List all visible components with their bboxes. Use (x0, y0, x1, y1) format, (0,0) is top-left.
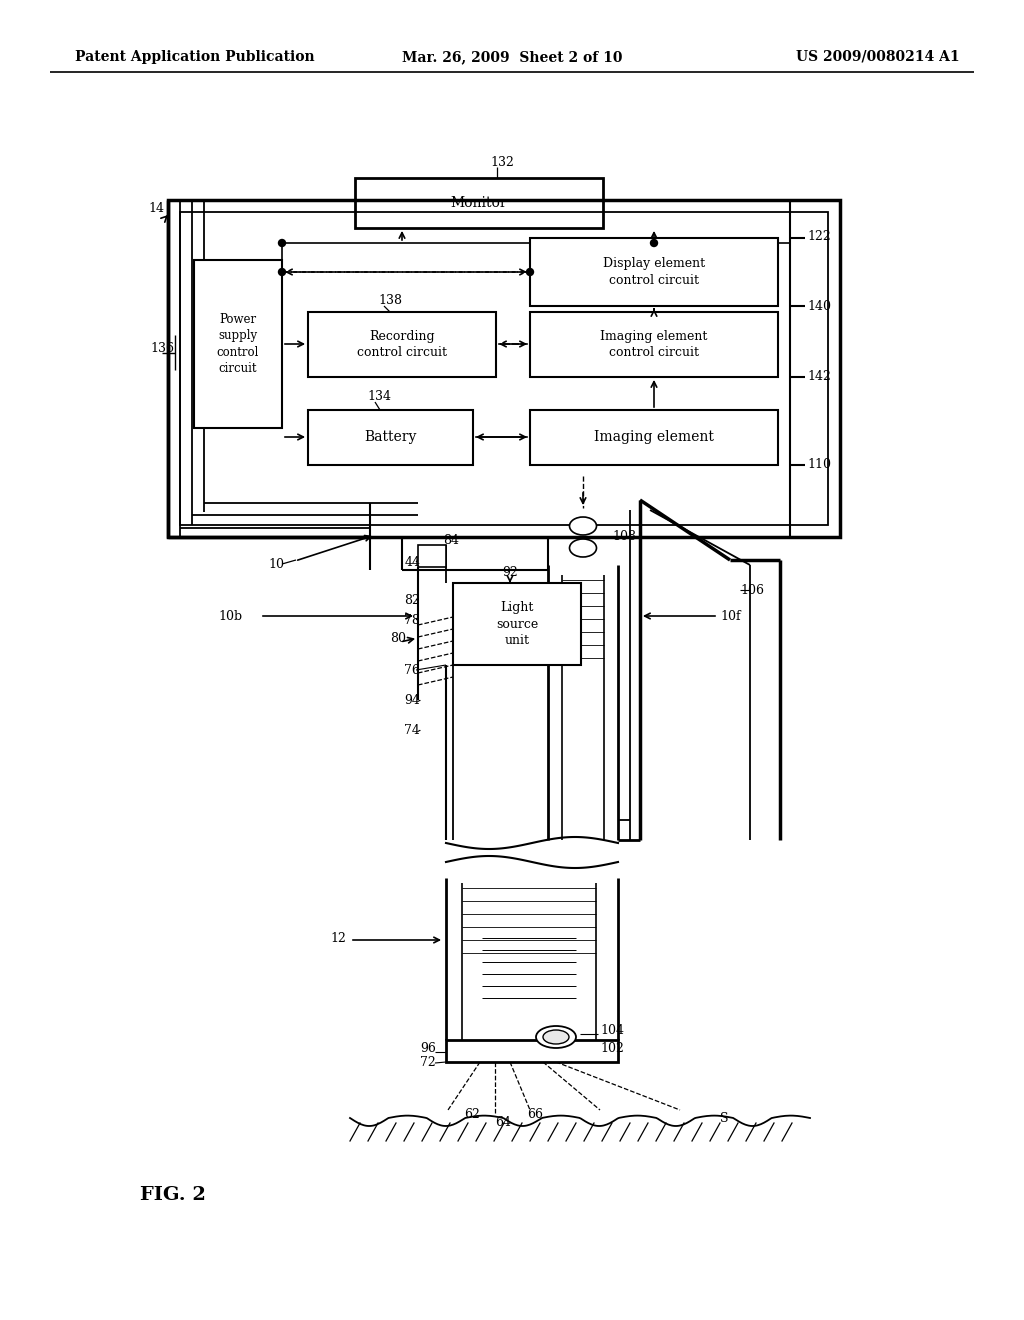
Text: 62: 62 (464, 1109, 480, 1122)
Text: 142: 142 (807, 371, 830, 384)
Circle shape (526, 268, 534, 276)
Text: 66: 66 (527, 1109, 543, 1122)
Text: 76: 76 (404, 664, 420, 676)
Text: 10: 10 (268, 557, 284, 570)
Text: Light
source
unit: Light source unit (496, 601, 539, 647)
Text: 134: 134 (367, 389, 391, 403)
Bar (530, 411, 778, 465)
Text: Patent Application Publication: Patent Application Publication (75, 50, 314, 63)
Text: Recording
control circuit: Recording control circuit (357, 330, 447, 359)
Text: 106: 106 (740, 583, 764, 597)
Ellipse shape (536, 1026, 575, 1048)
Circle shape (279, 268, 286, 276)
Text: Monitor: Monitor (451, 195, 507, 210)
Text: FIG. 2: FIG. 2 (140, 1185, 206, 1204)
Text: 82: 82 (404, 594, 420, 606)
Text: 64: 64 (495, 1115, 511, 1129)
Text: Imaging element: Imaging element (594, 430, 714, 445)
Text: 78: 78 (404, 614, 420, 627)
Bar (453, 583, 581, 665)
Text: 84: 84 (443, 533, 459, 546)
Ellipse shape (569, 539, 597, 557)
Text: 92: 92 (502, 565, 518, 578)
Text: 14: 14 (148, 202, 164, 214)
Bar (180, 213, 828, 525)
Text: 44: 44 (406, 556, 421, 569)
Bar (446, 1040, 618, 1063)
Circle shape (650, 239, 657, 247)
Text: 110: 110 (807, 458, 831, 471)
Text: 12: 12 (330, 932, 346, 945)
Text: 122: 122 (807, 231, 830, 243)
Text: S: S (720, 1111, 728, 1125)
Text: 104: 104 (600, 1023, 624, 1036)
Text: 96: 96 (420, 1041, 436, 1055)
Bar (308, 312, 496, 378)
Text: 138: 138 (378, 293, 402, 306)
Text: Display element
control circuit: Display element control circuit (603, 257, 706, 286)
Text: Power
supply
control
circuit: Power supply control circuit (217, 313, 259, 375)
Text: 10b: 10b (218, 610, 242, 623)
Text: 80: 80 (390, 631, 406, 644)
Text: Imaging element
control circuit: Imaging element control circuit (600, 330, 708, 359)
Text: 102: 102 (600, 1041, 624, 1055)
Bar (530, 238, 778, 306)
Ellipse shape (569, 517, 597, 535)
Bar (530, 312, 778, 378)
Ellipse shape (543, 1030, 569, 1044)
Text: Battery: Battery (365, 430, 417, 445)
Circle shape (279, 239, 286, 247)
Text: 72: 72 (420, 1056, 436, 1068)
Bar (418, 545, 446, 568)
Text: 10f: 10f (720, 610, 740, 623)
Bar (194, 260, 282, 428)
Bar (168, 201, 840, 537)
Text: 108: 108 (612, 531, 636, 544)
Text: 140: 140 (807, 300, 831, 313)
Text: 132: 132 (490, 156, 514, 169)
Text: 74: 74 (404, 723, 420, 737)
Bar (308, 411, 473, 465)
Text: 94: 94 (404, 693, 420, 706)
Text: US 2009/0080214 A1: US 2009/0080214 A1 (797, 50, 961, 63)
Text: Mar. 26, 2009  Sheet 2 of 10: Mar. 26, 2009 Sheet 2 of 10 (401, 50, 623, 63)
Text: 136: 136 (150, 342, 174, 355)
Bar (355, 178, 603, 228)
